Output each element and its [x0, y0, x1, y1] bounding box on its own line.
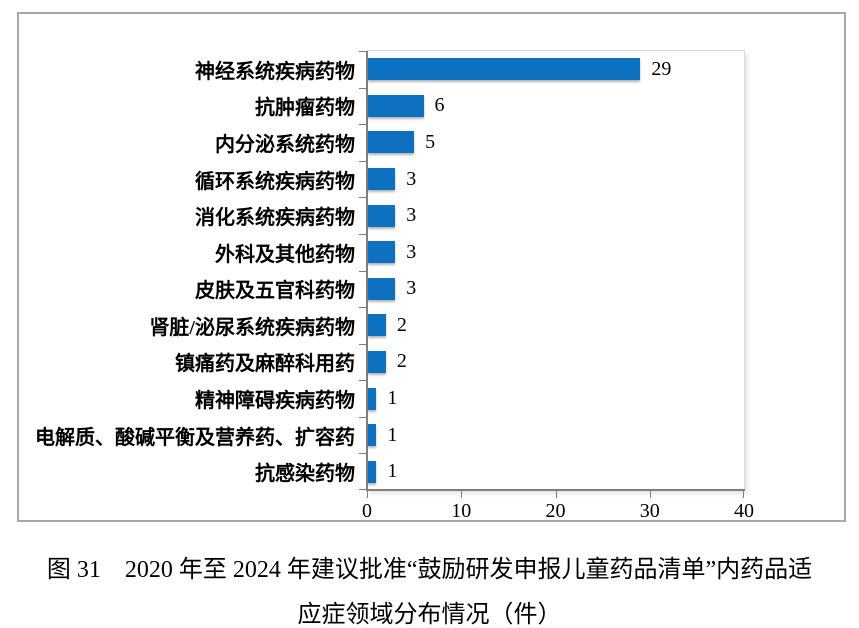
y-axis-tick [359, 161, 366, 162]
bar [368, 424, 376, 447]
x-axis-tick [555, 491, 557, 498]
value-label: 1 [387, 387, 398, 410]
value-label: 2 [396, 313, 407, 336]
value-label: 29 [651, 57, 672, 80]
figure-caption-line1: 图 31 2020 年至 2024 年建议批准“鼓励研发申报儿童药品清单”内药品… [46, 557, 813, 583]
bar [368, 58, 640, 81]
x-axis-tick-label: 40 [734, 500, 754, 522]
figure-caption-line2: 应症领域分布情况（件） [297, 602, 562, 628]
category-label: 外科及其他药物 [215, 243, 355, 266]
y-axis-tick [359, 88, 366, 89]
value-label: 1 [387, 423, 398, 446]
category-label: 神经系统疾病药物 [195, 60, 355, 83]
bar [368, 168, 395, 191]
x-axis-tick-label: 30 [639, 500, 660, 522]
y-axis-tick [359, 417, 366, 418]
category-label: 电解质、酸碱平衡及营养药、扩容药 [35, 426, 355, 449]
category-label: 内分泌系统药物 [215, 133, 355, 156]
bar [368, 277, 395, 300]
x-axis-tick [649, 491, 651, 498]
bar [368, 241, 395, 264]
category-label: 抗感染药物 [255, 463, 355, 486]
bar [368, 460, 376, 483]
y-axis-tick [359, 307, 366, 308]
y-axis-tick [359, 51, 366, 52]
y-axis-tick [359, 234, 366, 235]
value-label: 6 [434, 94, 445, 117]
bar [368, 94, 424, 117]
category-label: 镇痛药及麻醉科用药 [175, 353, 355, 376]
bar [368, 314, 386, 337]
x-axis-tick [743, 491, 744, 498]
bar [368, 131, 414, 154]
bar [368, 204, 395, 227]
category-label: 肾脏/泌尿系统疾病药物 [149, 316, 355, 339]
y-axis-tick [359, 271, 366, 272]
y-axis-tick [359, 124, 366, 125]
value-label: 3 [406, 277, 417, 300]
x-axis-tick-label: 20 [545, 500, 566, 522]
y-axis-tick [359, 197, 366, 198]
bar [368, 350, 386, 373]
chart-frame: 0 10 20 30 40 神经系统疾病药物 29 抗肿瘤药物 6 内分泌系统药物 5 循环系统疾病药… [17, 12, 846, 522]
value-label: 3 [406, 240, 417, 263]
x-axis-tick-label: 10 [451, 500, 472, 522]
y-axis-line [366, 51, 368, 490]
plot-area: 0 10 20 30 40 神经系统疾病药物 29 抗肿瘤药物 6 内分泌系统药物 5 循环系统疾病药… [35, 50, 754, 522]
x-axis-tick [461, 491, 463, 498]
value-label: 2 [396, 350, 407, 373]
category-label: 消化系统疾病药物 [195, 207, 355, 230]
category-label: 抗肿瘤药物 [255, 97, 355, 120]
category-label: 皮肤及五官科药物 [195, 280, 355, 303]
category-label: 精神障碍疾病药物 [195, 390, 355, 413]
bar [368, 387, 376, 410]
value-label: 5 [425, 130, 436, 153]
x-axis-tick [367, 491, 368, 498]
value-label: 3 [406, 204, 417, 227]
value-label: 1 [387, 460, 398, 483]
y-axis-tick [359, 453, 366, 454]
y-axis-tick [359, 380, 366, 381]
x-axis-line [366, 489, 745, 491]
category-label: 循环系统疾病药物 [195, 170, 355, 193]
y-axis-tick [359, 489, 366, 490]
x-axis-tick-label: 0 [362, 500, 372, 522]
value-label: 3 [406, 167, 417, 190]
y-axis-tick [359, 344, 366, 345]
